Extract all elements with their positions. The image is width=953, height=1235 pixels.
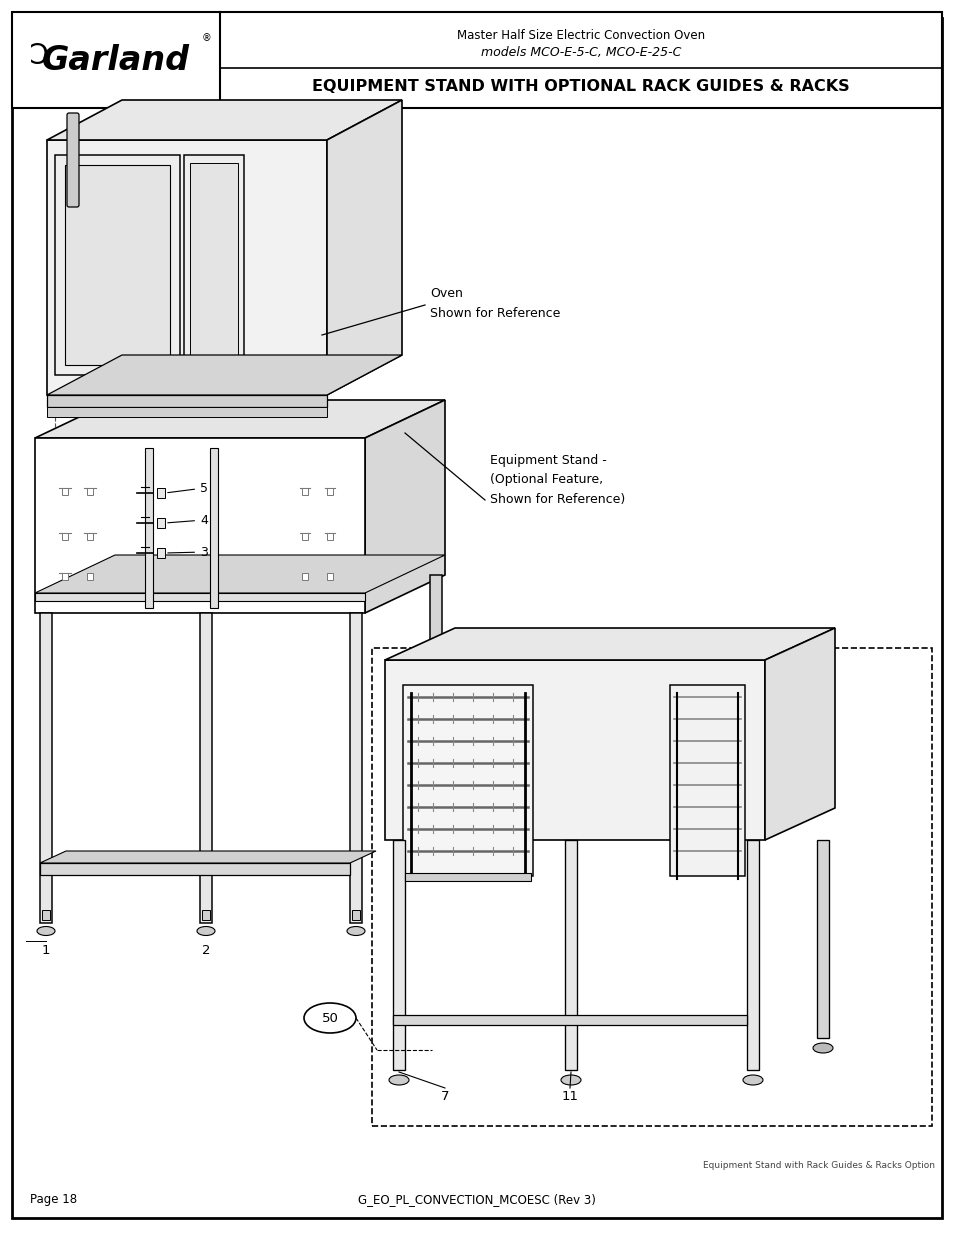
Text: Master Half Size Electric Convection Oven: Master Half Size Electric Convection Ove…: [456, 28, 704, 42]
Bar: [145, 448, 152, 608]
Bar: [157, 548, 165, 558]
Bar: [302, 534, 308, 540]
Ellipse shape: [427, 851, 444, 860]
Bar: [393, 1015, 746, 1025]
Text: Shown for Reference: Shown for Reference: [430, 306, 559, 320]
Text: 5: 5: [168, 482, 208, 494]
Bar: [87, 573, 92, 580]
Bar: [47, 140, 327, 395]
Polygon shape: [365, 400, 444, 613]
Text: Page 18: Page 18: [30, 1193, 77, 1207]
Bar: [184, 156, 244, 375]
Text: Ɔ: Ɔ: [25, 42, 50, 70]
Bar: [202, 910, 210, 920]
Bar: [87, 488, 92, 495]
Bar: [47, 408, 327, 417]
Text: 4: 4: [168, 514, 208, 526]
Bar: [47, 395, 327, 408]
FancyBboxPatch shape: [67, 112, 79, 207]
Text: EQUIPMENT STAND WITH OPTIONAL RACK GUIDES & RACKS: EQUIPMENT STAND WITH OPTIONAL RACK GUIDE…: [312, 79, 849, 94]
Ellipse shape: [812, 1044, 832, 1053]
Bar: [402, 685, 533, 876]
Text: 50: 50: [321, 1011, 338, 1025]
Ellipse shape: [304, 1003, 355, 1032]
Bar: [302, 573, 308, 580]
Ellipse shape: [196, 926, 214, 935]
Text: Garland: Garland: [42, 43, 190, 77]
Ellipse shape: [560, 1074, 580, 1086]
Bar: [564, 840, 577, 1070]
Bar: [62, 534, 68, 540]
Ellipse shape: [347, 926, 365, 935]
Polygon shape: [764, 629, 834, 840]
Bar: [190, 163, 237, 367]
Bar: [42, 910, 50, 920]
Text: 11: 11: [561, 1089, 578, 1103]
Bar: [327, 573, 333, 580]
Polygon shape: [35, 400, 444, 438]
Bar: [302, 488, 308, 495]
Text: (Optional Feature,: (Optional Feature,: [490, 473, 602, 485]
Text: Equipment Stand -: Equipment Stand -: [490, 453, 606, 467]
Text: 2: 2: [201, 945, 210, 957]
Bar: [669, 685, 744, 876]
Bar: [55, 156, 180, 375]
Bar: [40, 863, 350, 876]
Text: 7: 7: [440, 1089, 449, 1103]
Bar: [405, 873, 531, 881]
Text: 3: 3: [168, 546, 208, 558]
Text: ®: ®: [202, 33, 212, 43]
Polygon shape: [40, 851, 375, 863]
Text: Equipment Stand with Rack Guides & Racks Option: Equipment Stand with Rack Guides & Racks…: [702, 1161, 934, 1170]
Text: Shown for Reference): Shown for Reference): [490, 493, 624, 505]
Bar: [210, 448, 218, 608]
Bar: [385, 659, 764, 840]
Ellipse shape: [37, 926, 55, 935]
Text: 1: 1: [42, 945, 51, 957]
Polygon shape: [327, 100, 401, 395]
Bar: [157, 517, 165, 529]
Polygon shape: [47, 100, 401, 140]
Bar: [87, 534, 92, 540]
Bar: [746, 840, 759, 1070]
Bar: [62, 573, 68, 580]
Polygon shape: [47, 354, 401, 395]
Bar: [350, 613, 361, 923]
Bar: [12, 12, 941, 107]
Bar: [393, 840, 405, 1070]
Bar: [200, 613, 212, 923]
Ellipse shape: [742, 1074, 762, 1086]
Ellipse shape: [389, 1074, 409, 1086]
Text: models MCO-E-5-C, MCO-E-25-C: models MCO-E-5-C, MCO-E-25-C: [480, 46, 680, 58]
Bar: [327, 488, 333, 495]
Bar: [816, 840, 828, 1037]
Bar: [65, 165, 170, 366]
Bar: [35, 438, 365, 613]
Polygon shape: [385, 629, 834, 659]
Bar: [352, 910, 359, 920]
Bar: [372, 648, 931, 1126]
Bar: [157, 488, 165, 498]
Text: G_EO_PL_CONVECTION_MCOESC (Rev 3): G_EO_PL_CONVECTION_MCOESC (Rev 3): [357, 1193, 596, 1207]
Bar: [40, 613, 52, 923]
Bar: [430, 576, 441, 847]
Polygon shape: [35, 555, 444, 593]
Bar: [327, 534, 333, 540]
Text: Oven: Oven: [430, 287, 462, 300]
Bar: [35, 593, 365, 601]
Bar: [62, 488, 68, 495]
